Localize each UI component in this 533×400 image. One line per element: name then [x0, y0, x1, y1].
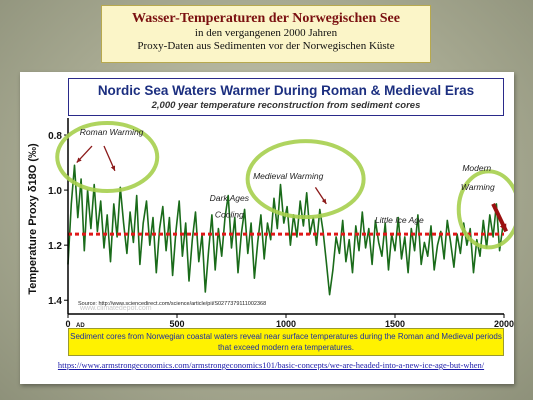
x-tick-label: 1000 [276, 319, 296, 329]
annotation-2: Dark Ages [210, 193, 250, 203]
modern-arrow-head [499, 223, 507, 232]
slide-subtitle-period: in den vergangenen 2000 Jahren [194, 27, 338, 39]
y-tick-label: 0.8 [48, 131, 62, 142]
roman-arrow-right-head [110, 165, 116, 171]
annotation-3: Cooling [215, 210, 244, 220]
x-tick-label: 1500 [385, 319, 405, 329]
y-axis-label: Temperature Proxy δ18O (‰) [27, 143, 39, 295]
chart-title: Nordic Sea Waters Warmer During Roman & … [97, 83, 475, 98]
chart-source: Source: http://www.sciencedirect.com/sci… [78, 301, 266, 307]
watermark: www.climatedepot.com [79, 305, 152, 312]
chart-caption: Sediment cores from Norwegian coastal wa… [68, 328, 504, 356]
annotation-1: Medieval Warming [253, 171, 324, 181]
medieval-arrow-head [321, 198, 327, 204]
y-tick-label: 1.2 [48, 241, 62, 252]
slide-title: Wasser-Temperaturen der Norwegischen See [132, 11, 400, 26]
y-tick-label: 1.4 [48, 296, 62, 307]
x-tick-label: 500 [169, 319, 184, 329]
highlight-circle-modern [456, 169, 514, 250]
slide-title-box: Wasser-Temperaturen der Norwegischen See… [101, 5, 431, 63]
chart-header: Nordic Sea Waters Warmer During Roman & … [68, 78, 504, 116]
chart-slide: www.climatedepot.com 0.8 1.0 1.2 1.4 0 500 1000… [20, 72, 514, 384]
annotation-4: Little Ice Age [375, 215, 424, 225]
roman-arrow-left-head [76, 157, 82, 163]
source-link[interactable]: https://www.armstrongeconomics.com/armst… [57, 360, 485, 370]
y-tick-label: 1.0 [48, 186, 62, 197]
x-tick-label: 0 [65, 319, 70, 329]
temperature-chart: www.climatedepot.com 0.8 1.0 1.2 1.4 0 500 1000… [27, 118, 514, 329]
x-tick-suffix: AD [76, 323, 85, 329]
chart-subtitle: 2,000 year temperature reconstruction fr… [151, 100, 421, 111]
annotation-5: Modern [462, 163, 491, 173]
annotation-0: Roman Warming [80, 127, 144, 137]
highlight-circle-medieval [245, 139, 366, 220]
annotation-6: Warming [461, 182, 495, 192]
highlight-circle-roman [55, 121, 160, 194]
slide-subtitle-source: Proxy-Daten aus Sedimenten vor der Norwe… [137, 40, 395, 52]
x-tick-label: 2000 [494, 319, 514, 329]
